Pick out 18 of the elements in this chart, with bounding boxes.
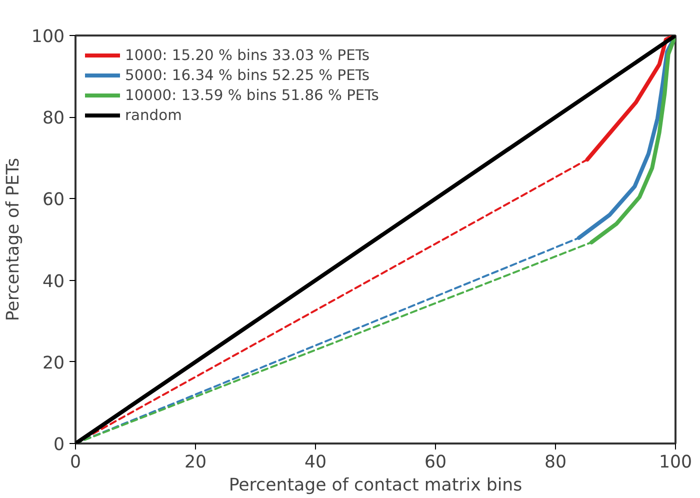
x-tick-label: 40: [304, 452, 327, 472]
legend-label: random: [125, 106, 182, 124]
y-tick-label: 0: [53, 435, 65, 455]
x-tick-label: 0: [70, 452, 82, 472]
y-tick-label: 100: [31, 27, 65, 47]
y-axis-title: Percentage of PETs: [3, 158, 24, 322]
y-tick-label: 60: [42, 190, 65, 210]
legend-label: 10000: 13.59 % bins 51.86 % PETs: [125, 86, 379, 104]
x-tick-label: 60: [424, 452, 447, 472]
x-axis-title: Percentage of contact matrix bins: [228, 476, 522, 496]
legend-label: 5000: 16.34 % bins 52.25 % PETs: [125, 66, 370, 84]
legend-label: 1000: 15.20 % bins 33.03 % PETs: [125, 46, 370, 64]
y-tick-label: 20: [42, 353, 65, 374]
x-tick-label: 80: [544, 452, 567, 472]
x-tick-label: 100: [658, 452, 692, 472]
y-tick-label: 80: [42, 108, 65, 129]
y-tick-label: 40: [42, 272, 65, 292]
x-tick-label: 20: [184, 452, 207, 472]
